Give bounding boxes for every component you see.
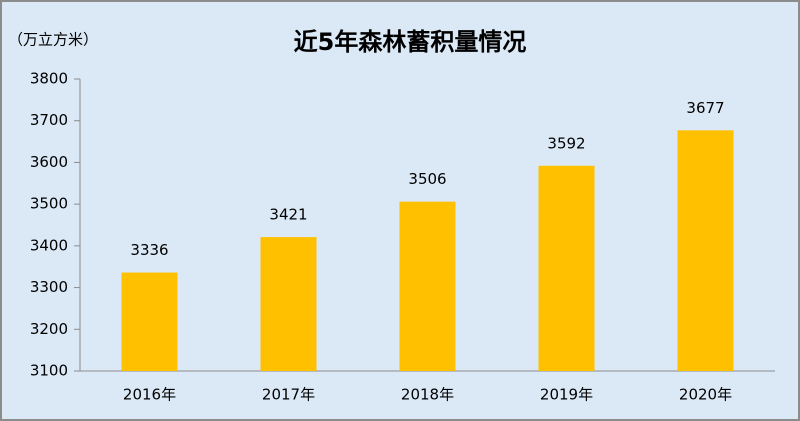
data-label: 3421 <box>269 206 307 224</box>
y-axis-unit: （万立方米） <box>8 31 98 49</box>
bar <box>121 272 178 371</box>
x-tick-label: 2018年 <box>401 386 454 404</box>
data-label: 3336 <box>130 241 168 259</box>
x-tick-label: 2017年 <box>262 386 315 404</box>
bar <box>538 165 595 371</box>
y-tick-label: 3200 <box>30 320 68 338</box>
y-tick-label: 3400 <box>30 236 68 254</box>
y-tick-label: 3300 <box>30 278 68 296</box>
data-label: 3506 <box>408 170 446 188</box>
bar <box>677 130 734 371</box>
y-tick-label: 3100 <box>30 362 68 380</box>
x-tick-label: 2019年 <box>540 386 593 404</box>
chart-title: 近5年森林蓄积量情况 <box>294 28 527 56</box>
x-tick-label: 2020年 <box>679 386 732 404</box>
data-label: 3677 <box>686 99 724 117</box>
bar <box>399 201 456 371</box>
y-tick-label: 3600 <box>30 153 68 171</box>
x-tick-label: 2016年 <box>123 386 176 404</box>
data-label: 3592 <box>547 134 585 152</box>
y-tick-label: 3500 <box>30 195 68 213</box>
y-tick-label: 3700 <box>30 111 68 129</box>
y-tick-label: 3800 <box>30 70 68 88</box>
bar <box>260 237 317 371</box>
